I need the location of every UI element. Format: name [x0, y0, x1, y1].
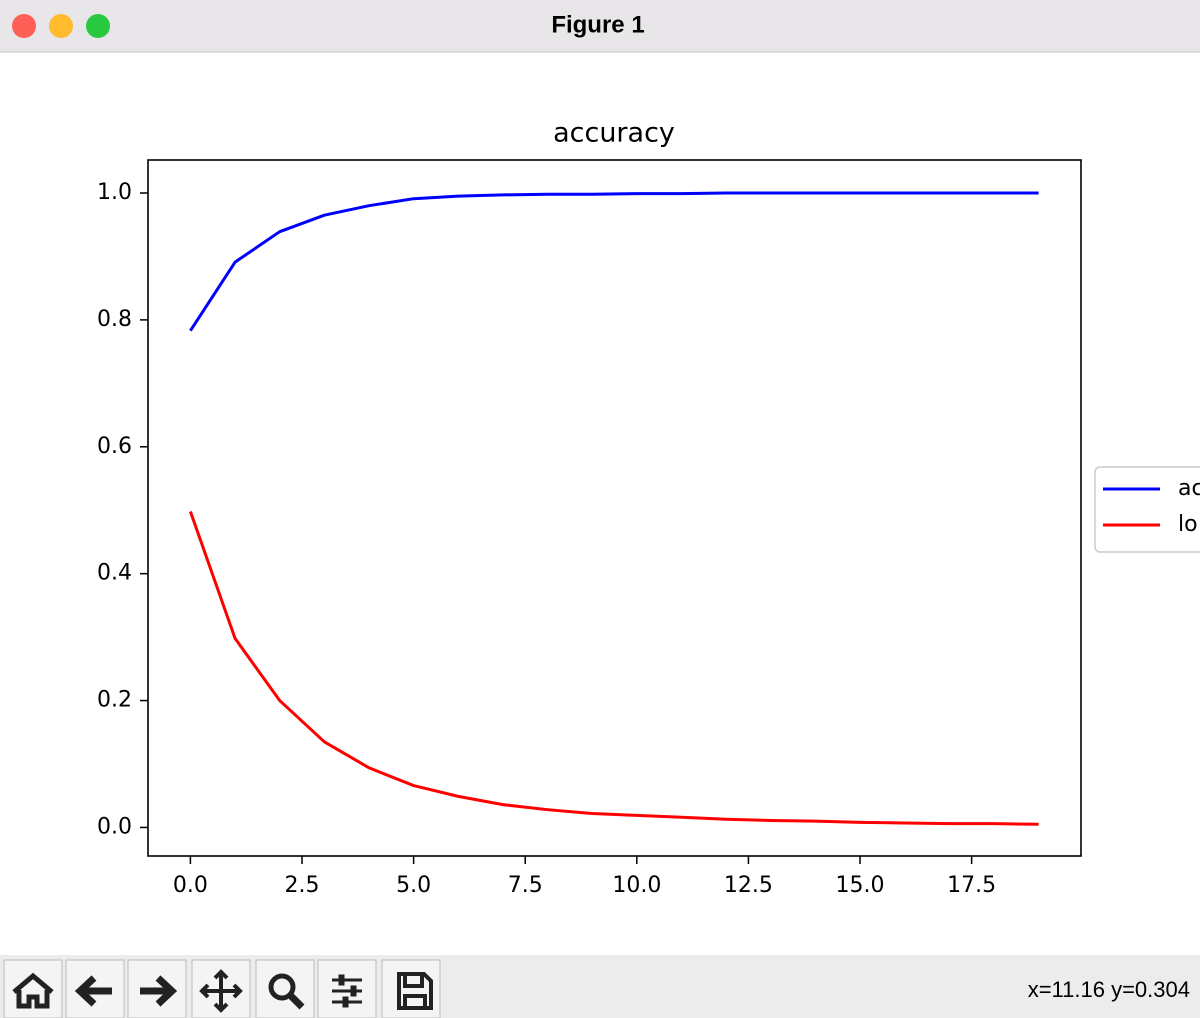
back-icon [74, 975, 112, 1007]
zoom-icon-handle [287, 992, 305, 1010]
figure [0, 53, 1200, 955]
legend: ac lo [1094, 466, 1200, 553]
pan-icon [199, 969, 243, 1013]
title-bar [0, 0, 1200, 52]
toolbar-buttons [3, 959, 441, 1018]
x-tick-label: 7.5 [508, 873, 543, 898]
series-line [189, 191, 1039, 332]
axes-frame [147, 159, 1082, 857]
x-tick-label: 12.5 [724, 873, 773, 898]
slider-knob [338, 974, 345, 986]
save-icon [397, 972, 433, 1010]
slider-knob [342, 996, 349, 1008]
forward-icon [140, 975, 178, 1007]
slider-knob [350, 985, 357, 997]
x-tick-label: 15.0 [836, 873, 885, 898]
y-tick-label: 1.0 [97, 180, 132, 205]
status-text: x=11.16 y=0.304 [1028, 977, 1190, 1002]
y-tick-label: 0.2 [97, 688, 132, 713]
x-tick-label: 0.0 [173, 873, 208, 898]
y-tick-label: 0.4 [97, 561, 132, 586]
zoom-icon [268, 973, 296, 1001]
minimize-button[interactable] [49, 14, 73, 38]
zoom-rect-button[interactable] [255, 959, 315, 1018]
legend-label: ac [1178, 476, 1200, 501]
series-line [188, 510, 1039, 826]
x-tick-label: 2.5 [285, 873, 320, 898]
window-title: Figure 1 [551, 11, 644, 38]
y-tick-label: 0.0 [97, 814, 132, 839]
close-button[interactable] [12, 14, 36, 38]
y-tick-label: 0.8 [97, 307, 132, 332]
chart-title: accuracy [553, 118, 675, 149]
configure-button[interactable] [317, 959, 377, 1018]
x-tick-label: 17.5 [947, 873, 996, 898]
x-tick-label: 10.0 [612, 873, 661, 898]
x-tick-label: 5.0 [396, 873, 431, 898]
zoom-button[interactable] [86, 14, 110, 38]
plot: 0.0 2.5 5.0 7.5 10.0 12.5 15.0 17.5 0.0 0.2 0.4 0.6… [97, 159, 1200, 898]
y-tick-label: 0.6 [97, 434, 132, 459]
home-icon [12, 972, 54, 1009]
home-button[interactable] [3, 959, 63, 1018]
back-button[interactable] [65, 959, 125, 1018]
legend-label: lo [1178, 512, 1198, 537]
